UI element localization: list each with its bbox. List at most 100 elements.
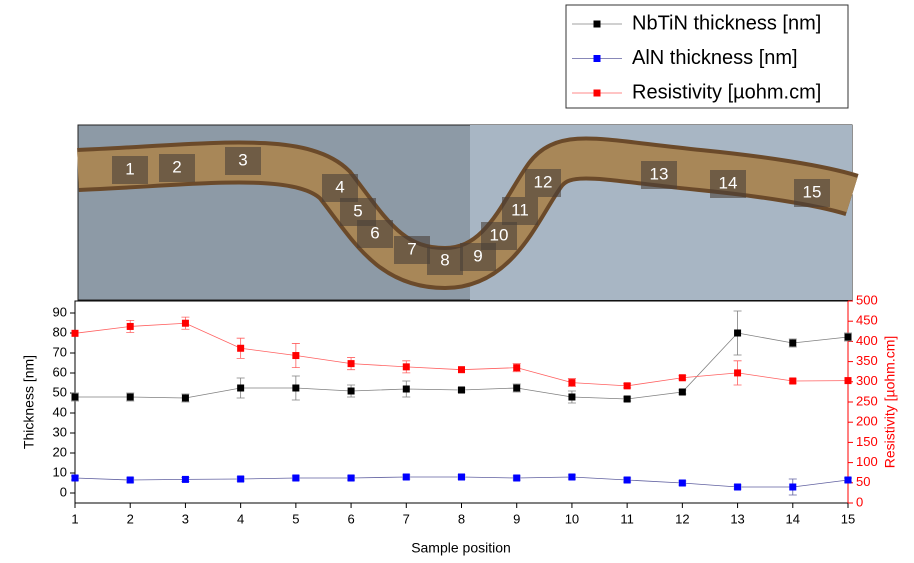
legend-marker xyxy=(593,55,601,62)
data-point xyxy=(71,393,79,401)
data-point xyxy=(623,476,631,484)
y2-axis-title: Resistivity [µohm.cm] xyxy=(882,336,898,469)
data-point xyxy=(513,384,521,392)
y2-tick-label: 500 xyxy=(856,292,878,307)
legend-label: Resistivity [µohm.cm] xyxy=(632,81,821,103)
y-tick-label: 70 xyxy=(53,344,67,359)
y2-tick-label: 50 xyxy=(856,474,870,489)
x-tick-label: 1 xyxy=(71,511,78,526)
data-point xyxy=(844,476,852,484)
data-point xyxy=(678,388,686,396)
data-point xyxy=(181,319,189,327)
sample-pad xyxy=(159,154,195,182)
data-point xyxy=(734,483,742,491)
sample-pad xyxy=(481,222,517,250)
data-point xyxy=(237,475,245,483)
data-point xyxy=(181,475,189,483)
data-point xyxy=(292,474,300,482)
sample-label: 1 xyxy=(125,159,134,178)
sample-pad xyxy=(794,179,830,207)
data-point xyxy=(237,384,245,392)
data-point xyxy=(734,369,742,377)
y2-tick-label: 150 xyxy=(856,434,878,449)
data-point xyxy=(789,483,797,491)
x-tick-label: 3 xyxy=(182,511,189,526)
data-point xyxy=(789,377,797,385)
sample-label: 6 xyxy=(370,223,379,242)
sample-label: 7 xyxy=(407,239,416,258)
sample-pad xyxy=(502,197,538,225)
x-tick-label: 4 xyxy=(237,511,244,526)
data-point xyxy=(292,352,300,360)
data-point xyxy=(181,394,189,402)
photo xyxy=(77,124,859,301)
data-point xyxy=(734,329,742,337)
data-point xyxy=(623,382,631,390)
data-point xyxy=(623,395,631,403)
y2-tick-label: 300 xyxy=(856,373,878,388)
y2-tick-label: 350 xyxy=(856,353,878,368)
data-point xyxy=(402,473,410,481)
legend-label: NbTiN thickness [nm] xyxy=(632,12,821,34)
y-tick-label: 10 xyxy=(53,464,67,479)
y-tick-label: 50 xyxy=(53,384,67,399)
y-tick-label: 80 xyxy=(53,324,67,339)
y2-tick-label: 450 xyxy=(856,313,878,328)
y-tick-label: 30 xyxy=(53,424,67,439)
sample-label: 9 xyxy=(473,246,482,265)
sample-label: 14 xyxy=(719,173,738,192)
x-tick-label: 15 xyxy=(841,511,855,526)
series-line xyxy=(74,322,849,387)
x-tick-label: 12 xyxy=(675,511,689,526)
data-point xyxy=(568,473,576,481)
data-point xyxy=(71,474,79,482)
data-point xyxy=(237,344,245,352)
sample-pad xyxy=(322,174,358,202)
sample-label: 15 xyxy=(803,182,822,201)
sample-label: 10 xyxy=(490,225,509,244)
legend-marker xyxy=(593,20,601,28)
plot-frame xyxy=(74,300,849,504)
data-point xyxy=(347,360,355,368)
data-point xyxy=(458,473,465,481)
sample-label: 2 xyxy=(172,157,181,176)
data-point xyxy=(347,474,355,482)
data-point xyxy=(402,385,410,393)
y-tick-label: 60 xyxy=(53,364,67,379)
data-point xyxy=(71,329,79,337)
y2-tick-label: 100 xyxy=(856,454,878,469)
sample-pad xyxy=(357,220,393,248)
sample-pad xyxy=(112,156,148,184)
data-point xyxy=(789,339,797,347)
y-tick-label: 20 xyxy=(53,444,67,459)
legend xyxy=(565,4,849,109)
sample-label: 5 xyxy=(353,201,362,220)
x-tick-label: 10 xyxy=(565,511,579,526)
y-axis-title: Thickness [nm] xyxy=(21,355,37,449)
x-tick-label: 7 xyxy=(403,511,410,526)
data-point xyxy=(513,364,521,372)
sample-label: 11 xyxy=(511,200,529,219)
x-tick-label: 14 xyxy=(786,511,800,526)
x-tick-label: 9 xyxy=(513,511,520,526)
y-tick-label: 40 xyxy=(53,404,67,419)
sample-pad xyxy=(710,170,746,198)
data-point xyxy=(568,379,576,387)
sample-pad xyxy=(641,161,677,189)
sample-pad xyxy=(525,169,561,197)
y2-tick-label: 250 xyxy=(856,393,878,408)
data-point xyxy=(513,474,521,482)
data-point xyxy=(844,377,852,385)
x-tick-label: 2 xyxy=(127,511,134,526)
sample-label: 3 xyxy=(238,150,247,169)
legend-marker xyxy=(593,89,601,97)
x-tick-label: 11 xyxy=(620,511,634,526)
x-axis-title: Sample position xyxy=(411,540,511,556)
x-tick-label: 6 xyxy=(347,511,354,526)
y2-tick-label: 400 xyxy=(856,333,878,348)
data-point xyxy=(126,476,134,484)
y-tick-label: 0 xyxy=(60,484,67,499)
sample-pad xyxy=(225,147,261,175)
sample-label: 12 xyxy=(534,172,553,191)
